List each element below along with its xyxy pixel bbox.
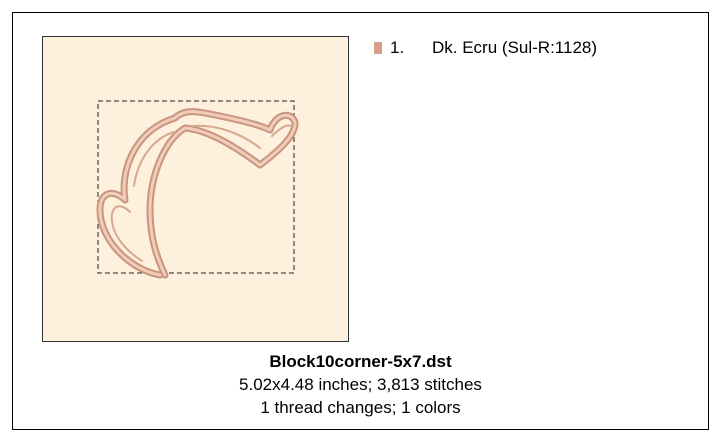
- design-preview: [42, 36, 349, 342]
- thread-swatch: [374, 42, 382, 54]
- preview-background: [42, 36, 349, 342]
- bounding-box: [97, 100, 295, 274]
- stitch-detail: [110, 124, 291, 262]
- design-changes: 1 thread changes; 1 colors: [260, 398, 461, 417]
- embroidery: [96, 108, 299, 279]
- design-size: 5.02x4.48 inches; 3,813 stitches: [239, 375, 482, 394]
- design-card: [12, 12, 709, 430]
- design-filename: Block10corner-5x7.dst: [269, 352, 452, 371]
- thread-number: 1.: [390, 38, 405, 57]
- stitch-fill: [98, 110, 297, 277]
- thread-name: Dk. Ecru (Sul-R:1128): [432, 38, 598, 57]
